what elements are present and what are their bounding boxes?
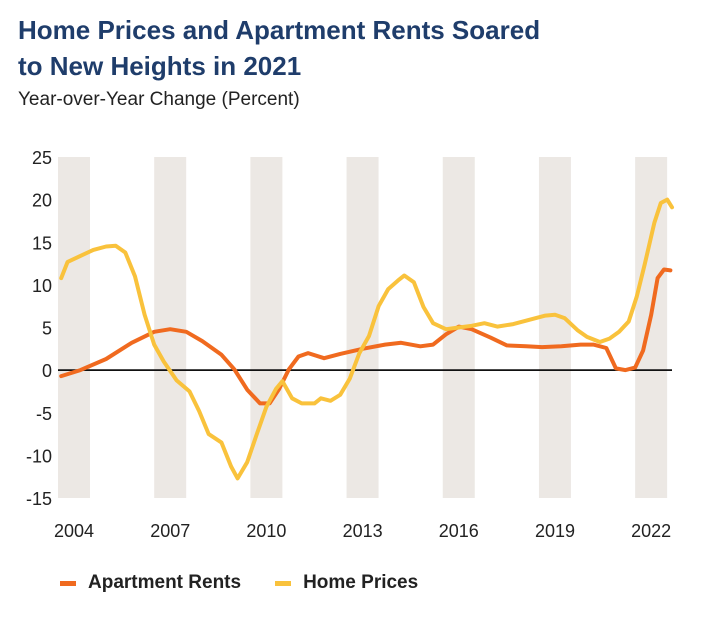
chart-title-line2: to New Heights in 2021 [18, 51, 302, 81]
series-line-home-prices [59, 197, 674, 481]
background-band [635, 157, 668, 498]
x-tick-label: 2004 [54, 521, 94, 541]
x-tick-label: 2016 [439, 521, 479, 541]
y-tick-label: 10 [32, 276, 52, 296]
background-band [58, 157, 90, 498]
x-tick-label: 2010 [246, 521, 286, 541]
x-tick-label: 2007 [150, 521, 190, 541]
y-tick-label: 0 [42, 361, 52, 381]
legend-item-home-prices: Home Prices [275, 572, 418, 594]
chart-title: Home Prices and Apartment Rents Soared t… [18, 12, 698, 84]
series-line-apartment-rents [59, 267, 673, 406]
legend-label-apartment-rents: Apartment Rents [88, 572, 242, 593]
chart-subtitle: Year-over-Year Change (Percent) [18, 89, 300, 110]
y-tick-label: -10 [26, 446, 52, 466]
x-tick-label: 2013 [343, 521, 383, 541]
legend-item-apartment-rents: Apartment Rents [60, 572, 241, 594]
y-tick-label: 5 [42, 319, 52, 339]
y-tick-label: 25 [32, 148, 52, 168]
y-tick-label: 15 [32, 233, 52, 253]
y-tick-label: -15 [26, 489, 52, 509]
legend-swatch-home-prices [275, 580, 292, 586]
y-tick-label: 20 [32, 191, 52, 211]
background-band [538, 157, 571, 498]
background-band [250, 157, 283, 498]
chart-title-line1: Home Prices and Apartment Rents Soared [18, 15, 541, 45]
y-tick-label: -5 [36, 404, 52, 424]
chart-legend: Apartment Rents Home Prices [60, 572, 452, 594]
legend-label-home-prices: Home Prices [303, 572, 419, 593]
x-tick-label: 2019 [535, 521, 575, 541]
x-tick-label: 2022 [631, 521, 671, 541]
legend-swatch-apartment-rents [60, 580, 76, 586]
